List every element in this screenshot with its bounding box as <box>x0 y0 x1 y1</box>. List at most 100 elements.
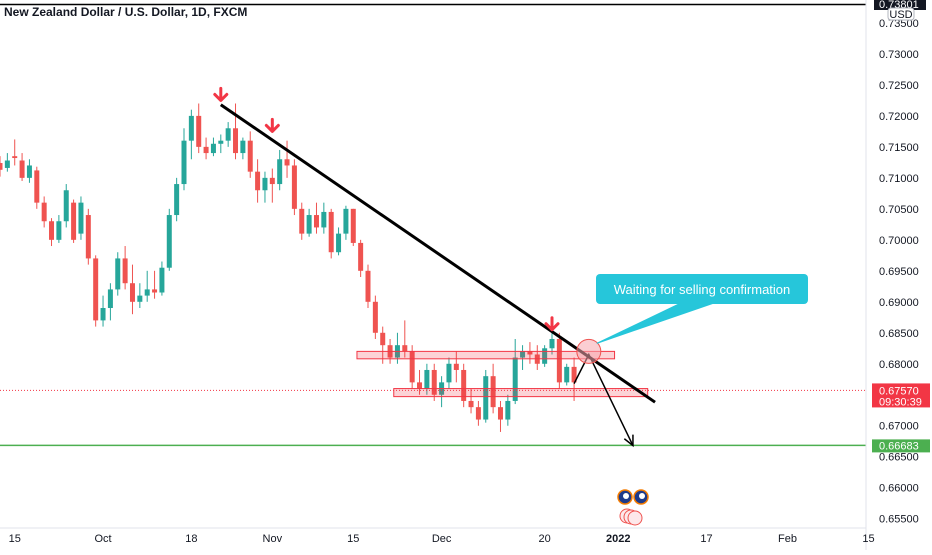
candle-body <box>505 400 511 420</box>
candle-body <box>34 170 40 203</box>
candle-body <box>468 400 474 408</box>
candle-body <box>284 159 290 166</box>
candle-body <box>321 211 327 228</box>
down-arrow-icon <box>264 117 280 133</box>
candle-body <box>196 115 202 147</box>
candle-body <box>71 202 77 240</box>
candle-body <box>0 162 3 170</box>
x-tick-label: 15 <box>347 533 359 545</box>
candle-body <box>549 338 555 349</box>
projection-arrowhead <box>623 434 634 448</box>
top-price-tag <box>874 0 926 10</box>
candle-body <box>93 258 99 321</box>
flag-detail <box>639 493 645 499</box>
y-tick-label: 0.69000 <box>879 297 919 309</box>
current-price-tag <box>872 383 930 408</box>
candle-body <box>299 208 305 234</box>
support-zone <box>393 388 649 398</box>
candle-body <box>350 208 356 243</box>
candle-body <box>358 242 364 271</box>
candle-body <box>497 407 503 420</box>
candle-body <box>144 289 150 296</box>
y-tick-label: 0.68500 <box>879 328 919 340</box>
candle-body <box>159 267 165 293</box>
candle-body <box>203 146 209 154</box>
y-tick-label: 0.67000 <box>879 421 919 433</box>
candle-body <box>336 233 342 253</box>
candle-body <box>225 128 231 141</box>
y-tick-label: 0.65500 <box>879 514 919 526</box>
y-tick-label: 0.70000 <box>879 235 919 247</box>
candle-body <box>255 171 261 191</box>
y-tick-label: 0.66500 <box>879 452 919 464</box>
y-tick-label: 0.72000 <box>879 111 919 123</box>
candle-body <box>372 301 378 333</box>
candle-body <box>174 184 180 216</box>
y-tick-label: 0.66000 <box>879 483 919 495</box>
support-price-label: 0.66683 <box>879 440 919 452</box>
candle-body <box>490 376 496 408</box>
candle-body <box>527 351 533 355</box>
candle-body <box>210 143 216 154</box>
top-price-label: 0.73801 <box>879 0 919 11</box>
candle-body <box>409 351 415 383</box>
candle-body <box>129 283 135 302</box>
candle-body <box>41 202 47 222</box>
candle-body <box>306 215 312 234</box>
chart-title: New Zealand Dollar / U.S. Dollar, 1D, FX… <box>4 5 247 19</box>
candle-body <box>291 165 297 209</box>
candle-body <box>542 348 548 364</box>
y-tick-label: 0.69500 <box>879 266 919 278</box>
callout-box <box>596 274 808 304</box>
candle-body <box>166 215 172 268</box>
support-price-tag <box>872 439 930 453</box>
candle-body <box>247 140 253 172</box>
candle-body <box>571 366 577 383</box>
candle-body <box>343 208 349 234</box>
candle-body <box>417 382 423 389</box>
candle-body <box>520 351 526 358</box>
candle-body <box>19 160 25 178</box>
x-tick-label: Nov <box>263 533 283 545</box>
y-tick-label: 0.73000 <box>879 49 919 61</box>
candle-body <box>512 357 518 401</box>
candle-body <box>269 177 275 185</box>
candle-body <box>424 369 430 389</box>
x-tick-label: 15 <box>9 533 21 545</box>
candle-body <box>483 376 489 420</box>
candle-body <box>277 159 283 185</box>
callout-text: Waiting for selling confirmation <box>614 282 791 297</box>
x-tick-label: Feb <box>778 533 797 545</box>
x-tick-label: 17 <box>700 533 712 545</box>
down-arrow-icon <box>544 316 560 332</box>
candle-body <box>446 363 452 383</box>
candle-body <box>152 289 158 293</box>
candle-body <box>63 190 69 222</box>
candle-body <box>218 140 224 144</box>
flag-detail <box>623 493 629 499</box>
candle-body <box>240 140 246 154</box>
event-marker-icon <box>627 510 643 526</box>
y-tick-label: 0.71500 <box>879 142 919 154</box>
y-tick-label: 0.71000 <box>879 173 919 185</box>
y-tick-label: 0.73500 <box>879 18 919 30</box>
x-tick-label: 18 <box>185 533 197 545</box>
y-tick-label: 0.72500 <box>879 80 919 92</box>
candle-body <box>12 156 18 159</box>
x-tick-label: Oct <box>94 533 111 545</box>
x-tick-label: 15 <box>862 533 874 545</box>
candle-body <box>475 407 481 420</box>
candle-body <box>78 202 84 234</box>
resistance-zone <box>356 350 616 360</box>
candle-body <box>461 369 467 401</box>
candle-body <box>122 258 128 284</box>
currency-box <box>887 7 915 21</box>
candle-body <box>262 177 268 191</box>
candle-body <box>26 165 32 178</box>
candle-body <box>115 258 121 290</box>
candle-body <box>181 140 187 185</box>
candle-body <box>85 215 91 259</box>
candle-body <box>556 338 562 383</box>
